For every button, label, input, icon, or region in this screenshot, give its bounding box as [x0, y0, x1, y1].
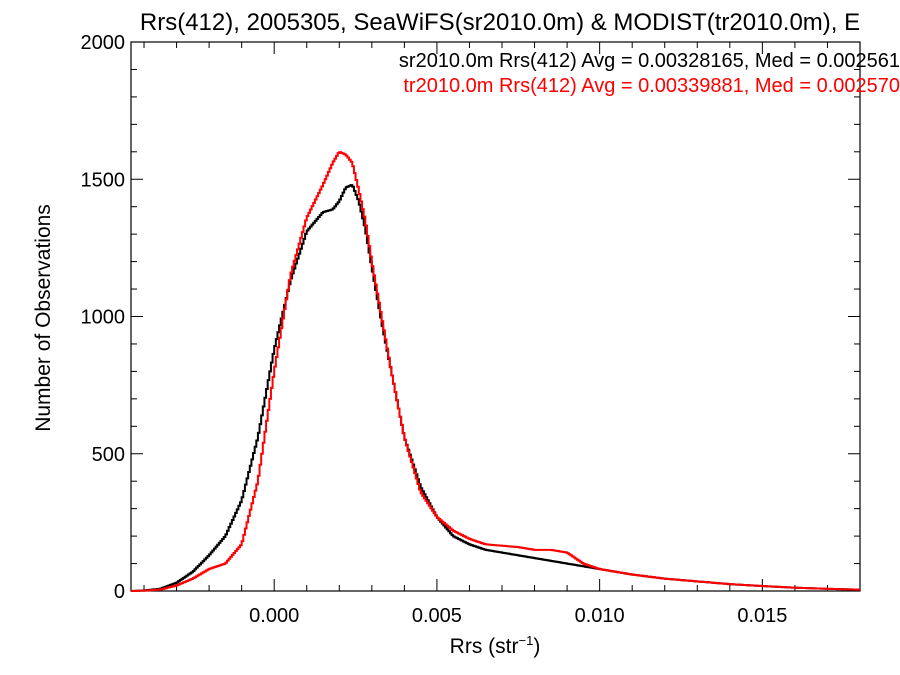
x-tick-label: 0.015 [737, 605, 787, 627]
legend: sr2010.0m Rrs(412) Avg = 0.00328165, Med… [399, 50, 900, 97]
x-axis-label-exponent: −1 [519, 633, 534, 648]
series-tr2010-line [131, 151, 860, 592]
y-tick-label: 500 [92, 444, 125, 466]
x-axis-label-main: Rrs (str [450, 635, 519, 658]
x-tick-label: 0.000 [249, 605, 299, 627]
y-tick-label: 2000 [81, 32, 126, 54]
plot-axes: 0.000 0.005 0.010 0.015 0 500 1000 1500 2000 [81, 32, 861, 627]
y-tick-label: 0 [114, 581, 125, 603]
plot-frame [130, 41, 861, 592]
x-axis-label-close: ) [533, 635, 540, 658]
series-layer [131, 151, 860, 592]
y-tick-label: 1500 [81, 169, 126, 191]
y-tick-label: 1000 [81, 307, 126, 329]
y-axis-label: Number of Observations [32, 204, 55, 432]
legend-entry: tr2010.0m Rrs(412) Avg = 0.00339881, Med… [403, 75, 900, 97]
x-tick-label: 0.010 [575, 605, 625, 627]
series-sr2010-line [131, 184, 860, 592]
legend-entry: sr2010.0m Rrs(412) Avg = 0.00328165, Med… [399, 50, 900, 72]
chart-title: Rrs(412), 2005305, SeaWiFS(sr2010.0m) & … [140, 9, 860, 36]
x-tick-label: 0.005 [412, 605, 462, 627]
x-axis-label: Rrs (str−1) [450, 633, 541, 658]
